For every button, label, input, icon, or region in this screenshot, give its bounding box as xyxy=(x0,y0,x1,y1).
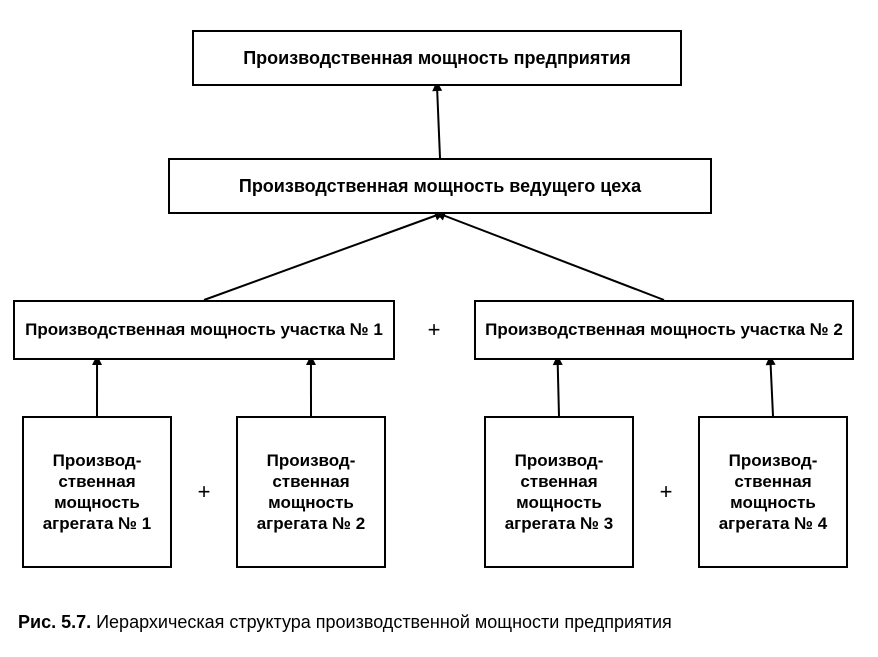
plus-icon: + xyxy=(428,317,441,343)
node-section-1-capacity: Производственная мощность участка № 1 xyxy=(13,300,395,360)
node-label: Производ­ственная мощность агрегата № 2 xyxy=(244,450,378,535)
caption-prefix: Рис. 5.7. xyxy=(18,612,91,632)
node-enterprise-capacity: Производственная мощность предприятия xyxy=(192,30,682,86)
edge-arrow xyxy=(437,86,440,158)
caption-text: Иерархическая структура производственной… xyxy=(91,612,672,632)
node-main-workshop-capacity: Производственная мощность ведущего цеха xyxy=(168,158,712,214)
node-label: Производ­ственная мощность агрегата № 4 xyxy=(706,450,840,535)
node-section-2-capacity: Производственная мощность участка № 2 xyxy=(474,300,854,360)
node-label: Производ­ственная мощность агрегата № 1 xyxy=(30,450,164,535)
plus-icon: + xyxy=(198,479,211,505)
figure-caption: Рис. 5.7. Иерархическая структура произв… xyxy=(18,612,672,633)
plus-icon: + xyxy=(660,479,673,505)
node-label: Производственная мощность участка № 2 xyxy=(485,319,843,340)
edge-arrow xyxy=(440,214,664,300)
node-label: Производственная мощность участка № 1 xyxy=(25,319,383,340)
edge-arrow xyxy=(204,214,440,300)
node-unit-4-capacity: Производ­ственная мощность агрегата № 4 xyxy=(698,416,848,568)
node-unit-2-capacity: Производ­ственная мощность агрегата № 2 xyxy=(236,416,386,568)
node-unit-3-capacity: Производ­ственная мощность агрегата № 3 xyxy=(484,416,634,568)
edge-arrow xyxy=(558,360,559,416)
diagram-stage: Производственная мощность предприятия Пр… xyxy=(0,0,878,657)
node-unit-1-capacity: Производ­ственная мощность агрегата № 1 xyxy=(22,416,172,568)
edge-arrow xyxy=(770,360,773,416)
node-label: Производ­ственная мощность агрегата № 3 xyxy=(492,450,626,535)
node-label: Производственная мощность предприятия xyxy=(243,47,631,70)
node-label: Производственная мощность ведущего цеха xyxy=(239,175,641,198)
